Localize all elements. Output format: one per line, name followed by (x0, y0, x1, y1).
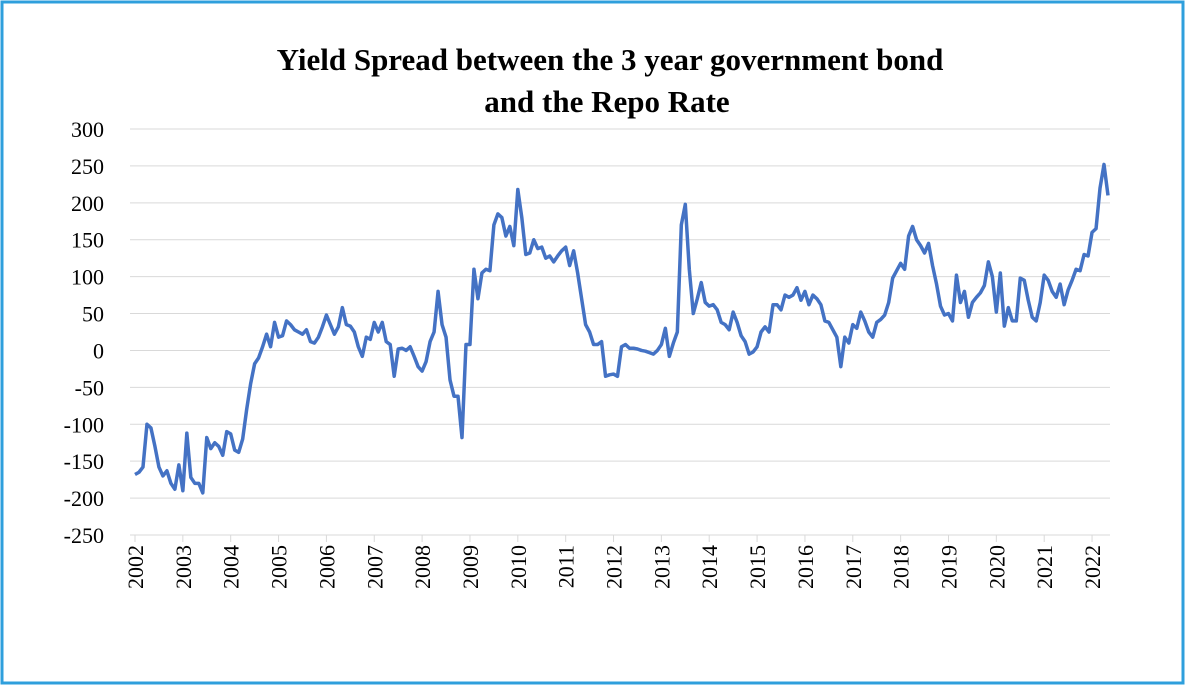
y-tick-label: -100 (64, 412, 104, 437)
y-tick-label: 200 (71, 191, 104, 216)
x-tick-label: 2006 (314, 545, 339, 589)
x-tick-label: 2004 (219, 545, 244, 589)
x-tick-label: 2019 (936, 545, 961, 589)
x-tick-label: 2020 (984, 545, 1009, 589)
x-tick-label: 2021 (1032, 545, 1057, 589)
y-tick-label: 250 (71, 154, 104, 179)
chart-title: Yield Spread between the 3 year governme… (277, 42, 944, 77)
x-tick-label: 2017 (841, 545, 866, 589)
x-tick-label: 2003 (171, 545, 196, 589)
x-tick-label: 2022 (1080, 545, 1105, 589)
x-tick-label: 2007 (362, 545, 387, 589)
y-tick-label: -150 (64, 449, 104, 474)
x-tick-label: 2010 (506, 545, 531, 589)
x-tick-label: 2009 (458, 545, 483, 589)
x-tick-label: 2008 (410, 545, 435, 589)
y-tick-label: 100 (71, 265, 104, 290)
y-tick-label: -50 (75, 375, 104, 400)
y-tick-label: 50 (82, 302, 104, 327)
y-tick-label: 150 (71, 228, 104, 253)
data-line (134, 162, 1110, 495)
x-tick-label: 2012 (602, 545, 627, 589)
x-tick-label: 2016 (793, 545, 818, 589)
y-tick-label: -250 (64, 523, 104, 548)
y-tick-label: 300 (71, 117, 104, 142)
x-tick-label: 2018 (889, 545, 914, 589)
y-tick-label: -200 (64, 486, 104, 511)
x-tick-label: 2002 (123, 545, 148, 589)
y-tick-label: 0 (93, 338, 104, 363)
x-tick-label: 2015 (745, 545, 770, 589)
x-tick-label: 2013 (649, 545, 674, 589)
x-tick-label: 2014 (697, 545, 722, 589)
chart-subtitle: and the Repo Rate (484, 84, 729, 119)
x-tick-label: 2005 (267, 545, 292, 589)
x-tick-label: 2011 (554, 545, 579, 588)
